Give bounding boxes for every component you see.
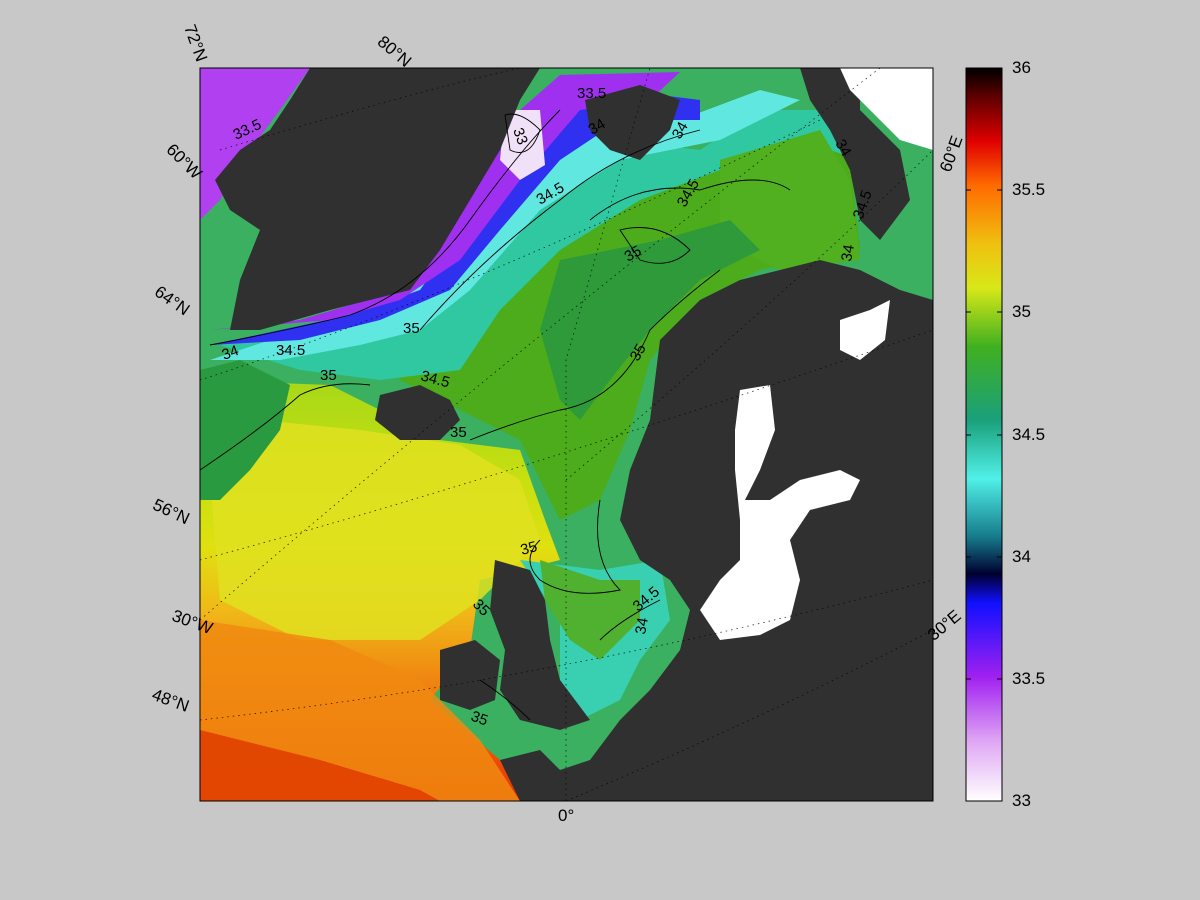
colorbar-tick-label: 34.5 (1012, 425, 1046, 444)
atlantic-yellow-zone (210, 420, 540, 640)
labrador-green (200, 360, 290, 500)
iceland-land (375, 385, 460, 440)
map-border (199, 67, 934, 802)
colorbar (965, 67, 1003, 802)
contour-label: 34 (220, 342, 241, 364)
colorbar-tick-label: 35 (1012, 302, 1031, 321)
contour-label: 34 (832, 137, 855, 160)
svalbard-land (585, 85, 680, 160)
fresh-white-patch (500, 110, 545, 180)
contour-label: 35 (403, 320, 420, 337)
novaya-zemlya-land (800, 68, 910, 240)
white-sea (840, 300, 890, 360)
ireland-land (440, 640, 500, 710)
colorbar-tick-label: 33.5 (1012, 669, 1046, 688)
contour-label: 34 (586, 115, 609, 138)
contour-label: 35 (450, 424, 467, 441)
greenland-land (215, 68, 540, 330)
contour-label: 34 (669, 119, 692, 142)
contour-label: 35 (627, 341, 650, 364)
contour-label: 34.5 (419, 367, 452, 391)
colorbar-tick-marks (966, 189, 1002, 680)
contour-label: 33 (509, 126, 531, 147)
contour-label: 35 (320, 367, 337, 384)
arctic-ice (840, 68, 933, 150)
colorbar-tick-label: 36 (1012, 58, 1031, 77)
map-panel (200, 68, 933, 801)
barents-green (720, 130, 860, 270)
graticule (200, 68, 933, 801)
contour-label: 35 (622, 242, 645, 265)
lon-label-0: 0° (558, 806, 575, 825)
contour-label: 34 (838, 243, 858, 262)
contour-label: 33.5 (577, 85, 606, 102)
atlantic-red-patch (200, 730, 440, 801)
colorbar-tick-label: 35.5 (1012, 180, 1046, 199)
nordic-dark-green (540, 220, 760, 420)
british-isles-land (490, 560, 590, 730)
contour-label: 34.5 (276, 342, 305, 359)
baltic-sea (700, 385, 860, 640)
colorbar-tick-label: 33 (1012, 791, 1031, 810)
france-land (500, 740, 640, 801)
contour-label: 34 (632, 616, 652, 635)
colorbar-tick-label: 34 (1012, 547, 1031, 566)
cyan-band (210, 90, 800, 360)
contour-label: 35 (519, 538, 540, 559)
salinity-contours (200, 109, 791, 721)
contour-label: 35 (469, 708, 490, 730)
